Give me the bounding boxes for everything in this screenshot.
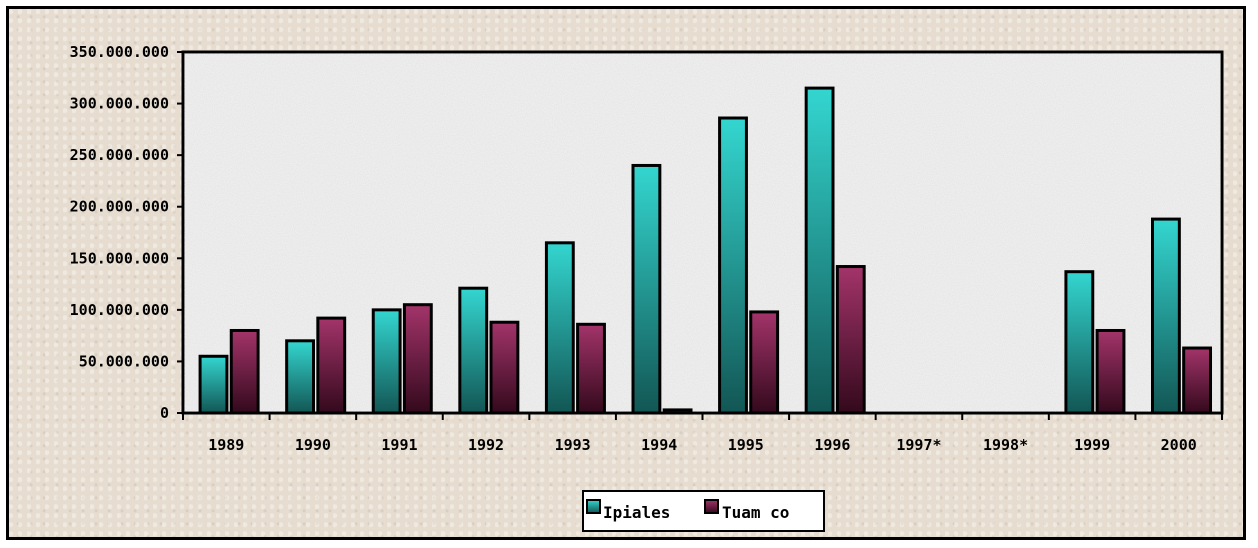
bar-ipiales-1994	[631, 163, 662, 415]
y-tick-label: 250.000.000	[70, 146, 169, 164]
x-tick-label: 1993	[555, 436, 591, 454]
bar-ipiales-1990	[285, 339, 316, 415]
x-tick-label: 2000	[1161, 436, 1197, 454]
x-tick-label: 1992	[468, 436, 504, 454]
bars	[198, 86, 1213, 415]
bar-tuamco-1991	[402, 303, 433, 415]
legend-swatch-ipiales	[586, 499, 601, 514]
bar-tuamco-1995	[749, 310, 780, 415]
bar-tuamco-1990	[316, 316, 347, 415]
legend-box	[582, 490, 825, 532]
legend-label-ipiales: Ipiales	[603, 503, 670, 522]
y-tick-label: 200.000.000	[70, 198, 169, 216]
bar-ipiales-1995	[718, 116, 748, 415]
bar-tuamco-1993	[576, 322, 606, 415]
x-tick-label: 1996	[814, 436, 850, 454]
x-tick-label: 1991	[381, 436, 417, 454]
x-tick-label: 1997*	[896, 436, 941, 454]
bar-ipiales-1999	[1064, 270, 1095, 415]
plot-area-texture	[184, 53, 1221, 412]
x-tick-label: 1990	[295, 436, 331, 454]
x-tick-label: 1994	[641, 436, 677, 454]
bar-tuamco-2000	[1182, 346, 1213, 415]
bar-ipiales-1991	[371, 308, 402, 415]
bar-tuamco-1999	[1095, 328, 1126, 415]
y-tick-label: 150.000.000	[70, 249, 169, 267]
y-tick-label: 100.000.000	[70, 301, 169, 319]
y-tick-label: 50.000.000	[79, 352, 169, 370]
x-tick-label: 1998*	[983, 436, 1028, 454]
bar-tuamco-1992	[489, 320, 520, 415]
y-tick-label: 0	[160, 404, 169, 422]
bar-tuamco-1994	[662, 408, 693, 415]
y-axis: 0 50.000.000 100.000.000 150.000.000 200.000…	[70, 43, 183, 422]
y-tick-label: 350.000.000	[70, 43, 169, 61]
bar-ipiales-1992	[458, 286, 489, 415]
bar-ipiales-1989	[198, 354, 229, 415]
x-tick-label: 1989	[208, 436, 244, 454]
x-tick-label: 1999	[1074, 436, 1110, 454]
bar-tuamco-1996	[835, 265, 866, 415]
bar-ipiales-1996	[804, 86, 835, 415]
legend-label-tuamco: Tuam co	[722, 503, 789, 522]
y-tick-label: 300.000.000	[70, 95, 169, 113]
legend-swatch-tuamco	[704, 499, 719, 514]
x-tick-label: 1995	[728, 436, 764, 454]
bar-ipiales-2000	[1151, 217, 1181, 415]
bar-tuamco-1989	[229, 328, 260, 415]
bar-ipiales-1993	[544, 241, 575, 415]
legend: Ipiales Tuam co	[582, 490, 825, 532]
x-axis: 1989 1990 1991 1992 1993 1994 1995 1996 1997* 199…	[182, 413, 1223, 454]
